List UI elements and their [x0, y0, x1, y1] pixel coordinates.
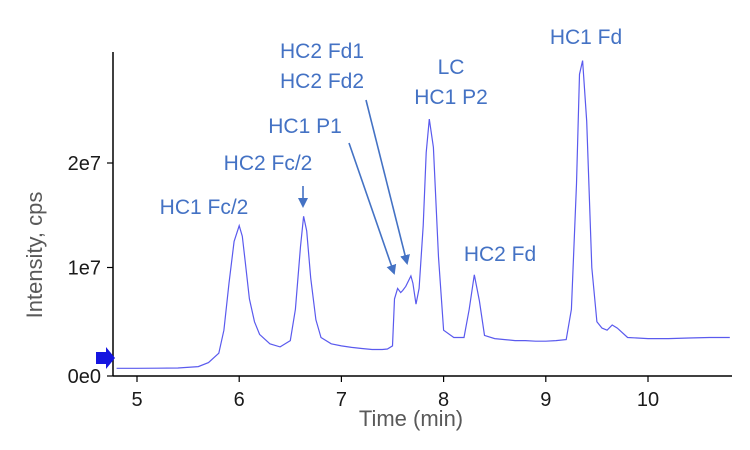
- annotation-label: LC: [438, 56, 465, 79]
- annotation-arrow: [348, 142, 397, 275]
- x-tick-label: 6: [234, 389, 245, 411]
- y-tick-label: 1e7: [68, 258, 101, 280]
- x-axis-title: Time (min): [359, 406, 463, 431]
- x-tick-label: 10: [637, 389, 659, 411]
- y-tick-label: 0e0: [68, 366, 101, 388]
- annotation-label: HC1 P1: [268, 115, 342, 138]
- annotation-hc1-fd: HC1 Fd: [550, 26, 622, 49]
- annotation-label: HC2 Fc/2: [224, 152, 313, 175]
- x-tick-label: 5: [131, 389, 142, 411]
- annotation-label: HC1 P2: [414, 86, 488, 109]
- annotation-lc-hc1-p2: LC HC1 P2: [414, 56, 488, 109]
- x-tick-label: 7: [336, 389, 347, 411]
- annotation-label: HC2 Fd2: [280, 70, 364, 93]
- annotation-label: HC1 Fc/2: [160, 196, 249, 219]
- annotation-hc2-fd: HC2 Fd: [464, 243, 536, 266]
- annotation-hc1-p1: HC1 P1: [268, 115, 397, 275]
- y-axis-ticks: 0e0 1e7 2e7: [68, 153, 113, 388]
- baseline-marker-icon: [96, 347, 115, 369]
- annotation-label: HC2 Fd: [464, 243, 536, 266]
- annotation-hc2-fc2: HC2 Fc/2: [224, 152, 313, 208]
- peak-annotations: HC1 Fc/2 HC2 Fc/2 HC1 P1 HC2 Fd1 HC2 Fd2 LC HC…: [160, 26, 622, 275]
- annotation-label: HC1 Fd: [550, 26, 622, 49]
- annotation-label: HC2 Fd1: [280, 40, 364, 63]
- y-axis-title: Intensity, cps: [22, 192, 47, 319]
- x-tick-label: 8: [438, 389, 449, 411]
- chromatogram-line: [116, 60, 730, 369]
- y-tick-label: 2e7: [68, 153, 101, 175]
- annotation-arrow: [365, 99, 410, 265]
- annotation-hc1-fc2: HC1 Fc/2: [160, 196, 249, 219]
- annotation-hc2-fd1-fd2: HC2 Fd1 HC2 Fd2: [280, 40, 410, 265]
- x-axis-ticks: 5 6 7 8 9 10: [131, 376, 659, 411]
- x-tick-label: 9: [540, 389, 551, 411]
